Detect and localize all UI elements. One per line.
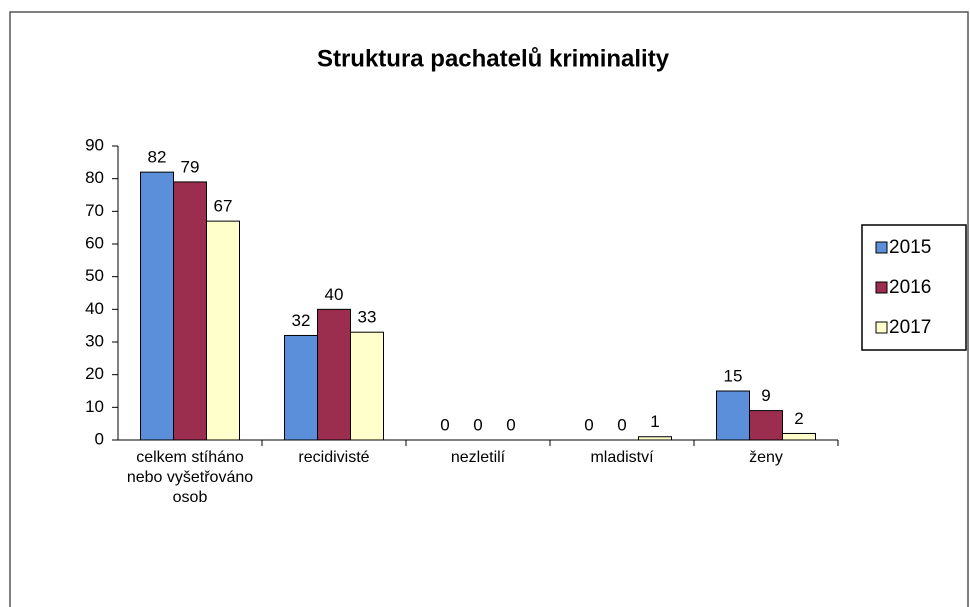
legend-label: 2017	[889, 317, 931, 338]
bar	[284, 334, 318, 441]
y-tick-label: 10	[85, 397, 104, 416]
data-label: 79	[181, 157, 200, 176]
data-label: 0	[617, 415, 626, 434]
data-label: 32	[292, 311, 311, 330]
y-tick-label: 20	[85, 364, 104, 383]
bar	[638, 436, 672, 441]
data-label: 15	[724, 366, 743, 385]
legend-swatch	[875, 321, 888, 334]
y-tick-label: 70	[85, 201, 104, 220]
data-label: 2	[794, 409, 803, 428]
y-tick-label: 50	[85, 266, 104, 285]
data-label: 0	[584, 415, 593, 434]
data-label: 82	[148, 148, 167, 167]
y-tick-label: 90	[85, 135, 104, 154]
data-label: 1	[650, 412, 659, 431]
bar	[749, 410, 783, 441]
data-label: 0	[440, 415, 449, 434]
legend-label: 2016	[889, 277, 931, 298]
data-label: 40	[325, 285, 344, 304]
data-label: 0	[473, 415, 482, 434]
x-tick-label: nezletilí	[450, 449, 506, 466]
bar	[173, 181, 207, 441]
data-label: 9	[761, 386, 770, 405]
legend-label: 2015	[889, 237, 931, 258]
y-tick-label: 60	[85, 233, 104, 252]
bar	[206, 220, 240, 441]
legend-swatch	[875, 241, 888, 254]
bar	[317, 308, 351, 441]
bar	[716, 390, 750, 441]
x-tick-label: ženy	[749, 449, 783, 466]
y-tick-label: 30	[85, 331, 104, 350]
y-tick-label: 0	[95, 429, 104, 448]
y-tick-label: 80	[85, 168, 104, 187]
x-tick-label: recidivisté	[298, 449, 370, 466]
y-tick-label: 40	[85, 299, 104, 318]
x-tick-label: mladiství	[590, 449, 654, 466]
data-label: 0	[506, 415, 515, 434]
bar	[140, 171, 174, 441]
data-label: 33	[358, 308, 377, 327]
data-label: 67	[214, 197, 233, 216]
bar	[782, 432, 816, 441]
bar	[350, 331, 384, 441]
x-tick-label: celkem stíháno nebo vyšetřováno osob	[126, 449, 254, 506]
legend-swatch	[875, 281, 888, 294]
chart-title: Struktura pachatelů kriminality	[317, 45, 670, 72]
